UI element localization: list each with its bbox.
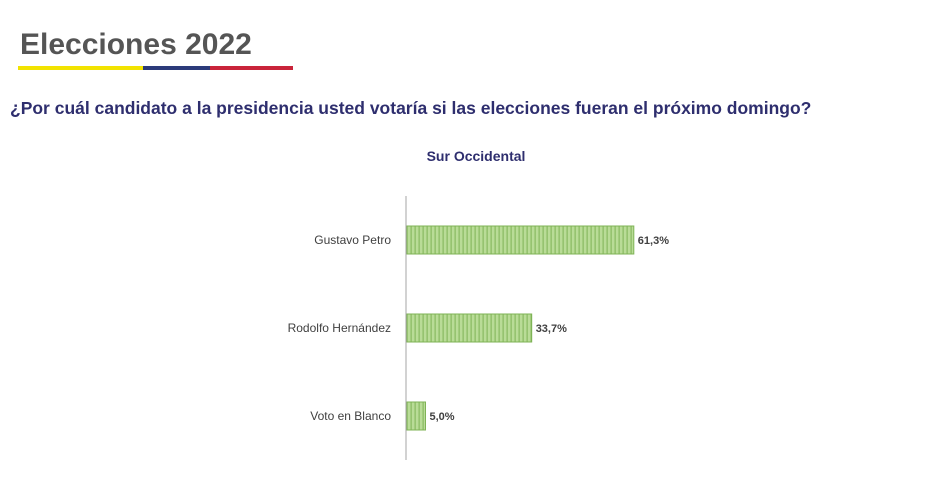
- underline-segment-yellow: [18, 66, 143, 70]
- data-label: 33,7%: [536, 323, 567, 335]
- underline-segment-blue: [143, 66, 210, 70]
- bar: [406, 225, 635, 255]
- chart-title: Sur Occidental: [427, 148, 526, 164]
- bar: [406, 313, 533, 343]
- page-title: Elecciones 2022: [20, 28, 252, 61]
- data-label: 61,3%: [638, 235, 669, 247]
- underline-segment-red: [210, 66, 293, 70]
- survey-question: ¿Por cuál candidato a la presidencia ust…: [10, 98, 812, 118]
- category-label: Gustavo Petro: [314, 233, 391, 247]
- title-underline: [18, 66, 293, 70]
- category-label: Voto en Blanco: [310, 409, 391, 423]
- data-label: 5,0%: [430, 411, 455, 423]
- bar: [406, 401, 426, 431]
- category-label: Rodolfo Hernández: [288, 321, 391, 335]
